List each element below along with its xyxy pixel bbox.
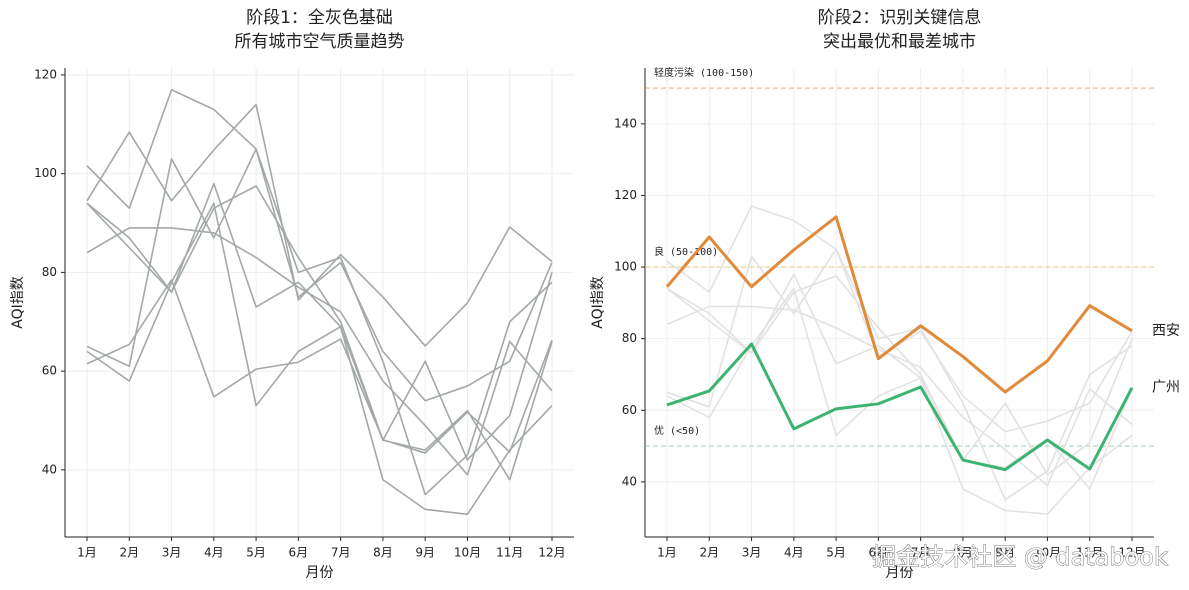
x-axis-label: 月份 xyxy=(306,565,334,581)
y-tick-label: 100 xyxy=(614,260,637,274)
series-end-label: 西安 xyxy=(1152,323,1180,339)
y-tick-label: 140 xyxy=(614,116,637,130)
x-tick-label: 2月 xyxy=(699,546,719,560)
series-line xyxy=(666,275,1133,490)
x-tick-label: 12月 xyxy=(1118,546,1145,560)
chart-title: 阶段1：全灰色基础 xyxy=(246,8,393,28)
x-tick-label: 6月 xyxy=(869,546,889,560)
chart-title: 阶段2：识别关键信息 xyxy=(818,8,982,28)
reference-label: 轻度污染 (100-150) xyxy=(654,66,754,79)
y-tick-label: 40 xyxy=(622,474,637,488)
y-axis-label: AQI指数 xyxy=(590,276,606,328)
x-tick-label: 10月 xyxy=(1034,546,1061,560)
x-axis-label: 月份 xyxy=(886,565,914,581)
chart-title: 突出最优和最差城市 xyxy=(823,32,976,52)
x-tick-label: 12月 xyxy=(538,546,565,560)
y-tick-label: 40 xyxy=(42,462,57,476)
x-tick-label: 8月 xyxy=(373,546,393,560)
x-tick-label: 9月 xyxy=(995,546,1015,560)
series-line xyxy=(86,148,553,496)
y-axis-label: AQI指数 xyxy=(10,276,26,328)
y-tick-label: 80 xyxy=(42,265,57,279)
x-tick-label: 6月 xyxy=(289,546,309,560)
y-tick-label: 60 xyxy=(42,364,57,378)
x-tick-label: 10月 xyxy=(454,546,481,560)
x-tick-label: 3月 xyxy=(742,546,762,560)
series-line xyxy=(86,182,553,461)
x-tick-label: 9月 xyxy=(415,546,435,560)
y-tick-label: 80 xyxy=(622,331,637,345)
series-line xyxy=(666,273,1133,476)
y-tick-label: 120 xyxy=(614,188,637,202)
series-line xyxy=(666,287,1133,515)
x-tick-label: 7月 xyxy=(911,546,931,560)
x-tick-label: 4月 xyxy=(784,546,804,560)
series-line xyxy=(666,248,1133,501)
series-line xyxy=(86,185,553,481)
series-line xyxy=(86,278,553,454)
x-tick-label: 2月 xyxy=(119,546,139,560)
x-tick-label: 5月 xyxy=(826,546,846,560)
x-tick-label: 5月 xyxy=(246,546,266,560)
x-tick-label: 11月 xyxy=(1076,546,1103,560)
series-line xyxy=(666,342,1134,472)
y-tick-label: 100 xyxy=(34,166,57,180)
x-tick-label: 1月 xyxy=(77,546,97,560)
x-tick-label: 4月 xyxy=(204,546,224,560)
x-tick-label: 8月 xyxy=(953,546,973,560)
series-end-label: 广州 xyxy=(1152,380,1180,396)
y-tick-label: 60 xyxy=(622,403,637,417)
x-tick-label: 7月 xyxy=(331,546,351,560)
x-tick-label: 1月 xyxy=(657,546,677,560)
series-line xyxy=(86,88,553,402)
series-line xyxy=(666,205,1133,433)
series-line xyxy=(86,202,553,516)
reference-label: 良 (50-100) xyxy=(654,245,718,258)
reference-label: 优 (<50) xyxy=(654,424,700,437)
series-line xyxy=(86,103,553,347)
y-tick-label: 120 xyxy=(34,67,57,81)
watermark: 掘金技术社区 @ databook xyxy=(872,543,1168,571)
chart-title: 所有城市空气质量趋势 xyxy=(235,32,405,52)
series-line xyxy=(665,215,1133,394)
x-tick-label: 3月 xyxy=(162,546,182,560)
x-tick-label: 11月 xyxy=(496,546,523,560)
